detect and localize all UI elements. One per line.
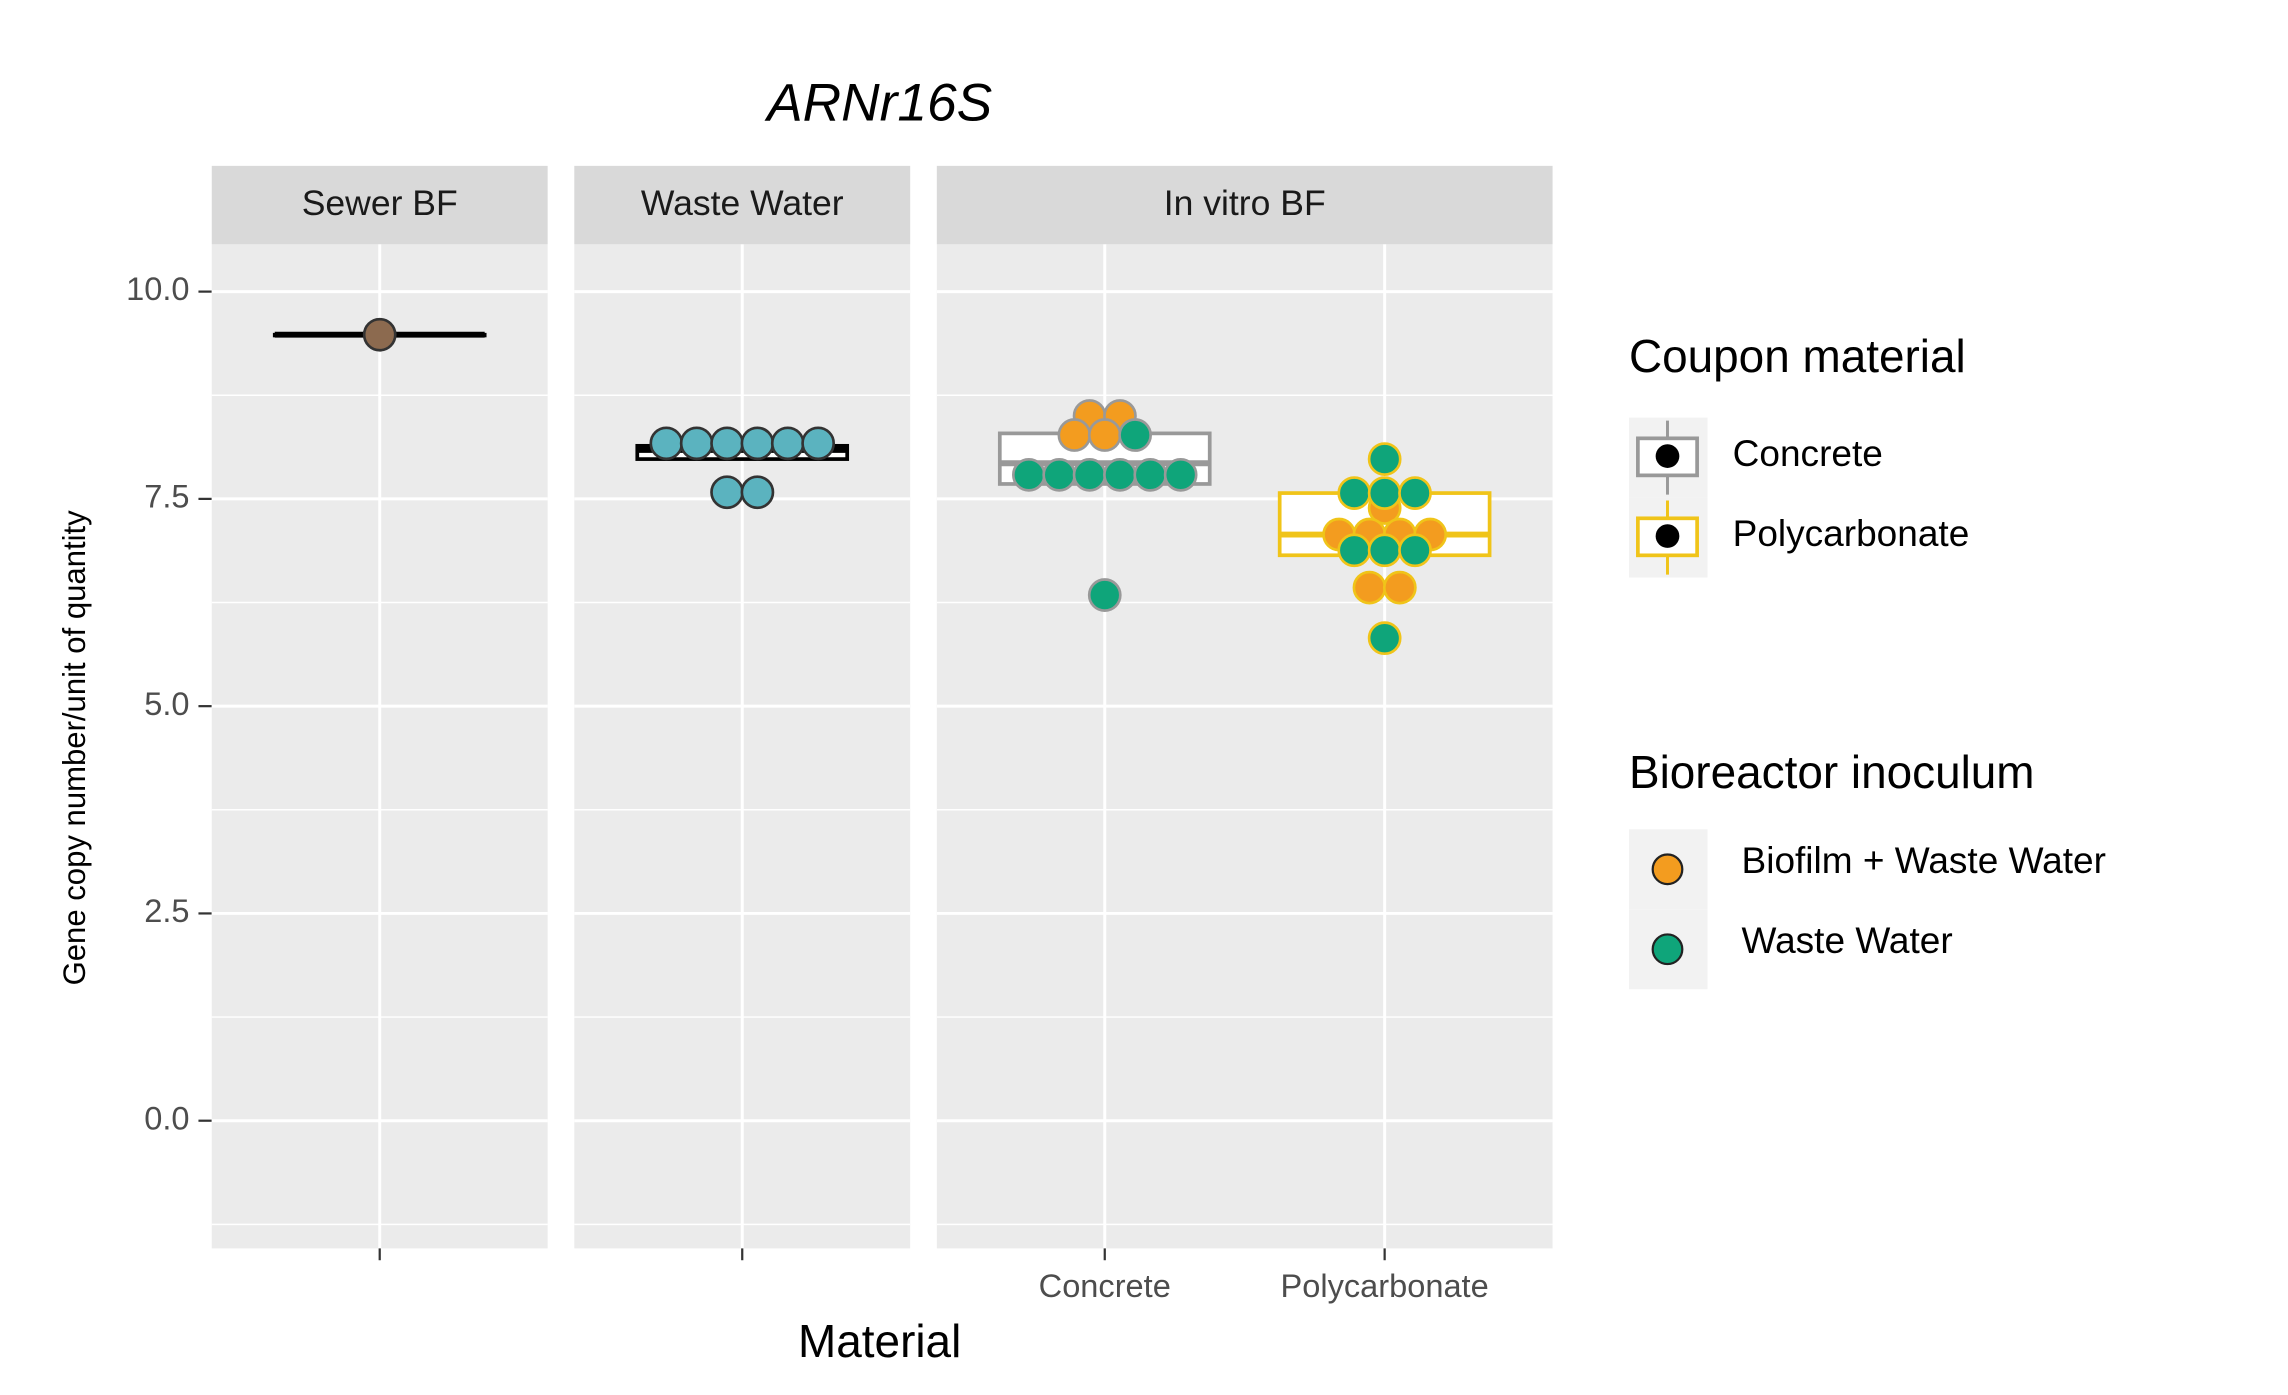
data-point <box>1382 570 1417 605</box>
data-point <box>1042 457 1077 492</box>
data-point <box>1337 476 1372 510</box>
data-point <box>710 475 744 510</box>
x-tick-label: Concrete <box>1039 1268 1171 1304</box>
data-point <box>679 426 714 461</box>
y-tick-label: 5.0 <box>144 686 189 722</box>
strip <box>211 165 548 245</box>
y-tick-label: 10.0 <box>126 271 189 307</box>
data-point <box>1398 533 1432 568</box>
data-point <box>649 426 684 461</box>
y-tick-label: 0.0 <box>144 1100 189 1136</box>
legend-label: Biofilm + Waste Water <box>1742 839 2106 881</box>
data-point <box>1337 533 1372 568</box>
data-point <box>740 475 775 510</box>
data-point <box>362 317 397 352</box>
legend-label: Waste Water <box>1742 919 1953 961</box>
data-point <box>1118 418 1152 452</box>
data-point <box>710 426 744 461</box>
legend-title: Bioreactor inoculum <box>1629 746 2035 798</box>
data-point <box>770 426 805 461</box>
data-point <box>1163 457 1198 492</box>
legend-title: Coupon material <box>1629 330 1966 382</box>
data-point <box>1367 442 1402 476</box>
legend-key-dot <box>1655 524 1680 548</box>
legend-key-dot <box>1651 853 1684 886</box>
strip-label: In vitro BF <box>1164 183 1326 223</box>
legend-key-dot <box>1655 444 1680 468</box>
data-point <box>1087 578 1122 612</box>
legend-key-dot <box>1651 933 1684 966</box>
data-point <box>1057 418 1092 452</box>
data-point <box>1087 418 1122 452</box>
y-tick-label: 7.5 <box>144 478 189 514</box>
x-tick-label: Polycarbonate <box>1281 1268 1489 1304</box>
data-point <box>1352 570 1387 605</box>
data-point <box>1398 476 1432 510</box>
data-point <box>801 426 836 461</box>
y-tick-label: 2.5 <box>144 893 189 929</box>
data-point <box>1367 476 1402 510</box>
data-point <box>1011 457 1046 492</box>
data-point <box>1103 457 1137 492</box>
data-point <box>740 426 775 461</box>
panel <box>936 244 1553 1249</box>
data-point <box>1367 621 1402 656</box>
data-point <box>1072 457 1107 492</box>
legend-label: Polycarbonate <box>1733 512 1970 554</box>
strip <box>574 165 911 245</box>
strip <box>936 165 1553 245</box>
data-point <box>1133 457 1168 492</box>
x-axis-title: Material <box>798 1315 961 1367</box>
legend-label: Concrete <box>1733 432 1883 474</box>
strip-label: Waste Water <box>641 183 844 223</box>
strip-label: Sewer BF <box>302 183 458 223</box>
data-point <box>1367 533 1402 568</box>
y-axis-title: Gene copy number/unit of quantity <box>57 510 92 986</box>
chart-title: ARNr16S <box>764 74 992 133</box>
